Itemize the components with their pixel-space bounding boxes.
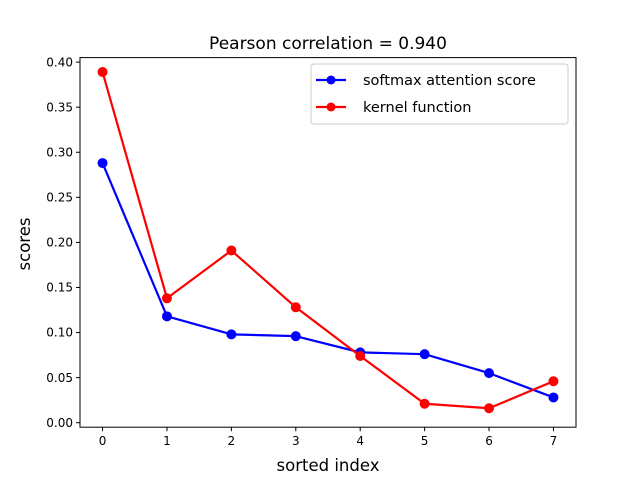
y-axis-title: scores [15, 218, 34, 271]
plot-area [97, 67, 559, 414]
x-tick-label: 1 [163, 434, 171, 448]
x-tick-label: 5 [421, 434, 429, 448]
data-point-softmax-attention-score-5 [419, 349, 430, 360]
data-point-kernel-function-6 [484, 403, 495, 414]
data-point-softmax-attention-score-1 [161, 311, 172, 322]
series-line-kernel-function [101, 70, 555, 410]
data-point-kernel-function-7 [548, 376, 559, 387]
x-tick-label: 0 [99, 434, 107, 448]
y-tick-label: 0.30 [46, 145, 73, 159]
data-point-softmax-attention-score-7 [548, 392, 559, 403]
y-tick-label: 0.20 [46, 236, 73, 250]
data-point-kernel-function-4 [355, 350, 366, 361]
y-tick-label: 0.00 [46, 416, 73, 430]
data-point-kernel-function-1 [161, 293, 172, 304]
y-tick-label: 0.05 [46, 371, 73, 385]
data-point-kernel-function-5 [419, 398, 430, 409]
x-axis-ticks: 0 1 2 3 4 5 6 7 [99, 427, 558, 448]
legend-dot-kernel-function [326, 102, 336, 112]
y-tick-label: 0.40 [46, 55, 73, 69]
x-tick-label: 3 [292, 434, 300, 448]
legend-dot-softmax-attention-score [326, 75, 336, 85]
data-point-kernel-function-2 [226, 245, 237, 256]
y-tick-label: 0.15 [46, 281, 73, 295]
series-line-softmax-attention-score [101, 161, 555, 399]
x-axis-title: sorted index [277, 456, 380, 475]
data-point-softmax-attention-score-3 [290, 331, 301, 342]
y-axis-ticks: 0.00 0.05 0.10 0.15 0.20 0.25 0.30 0.35 0.40 [46, 55, 80, 430]
data-point-softmax-attention-score-0 [97, 158, 108, 169]
y-tick-label: 0.25 [46, 191, 73, 205]
legend: softmax attention score kernel function [310, 63, 569, 125]
data-point-softmax-attention-score-2 [226, 329, 237, 340]
legend-box [310, 63, 569, 125]
x-tick-label: 2 [228, 434, 236, 448]
y-tick-label: 0.10 [46, 326, 73, 340]
data-point-kernel-function-3 [290, 302, 301, 313]
chart-title: Pearson correlation = 0.940 [209, 34, 447, 54]
legend-label-softmax-attention-score: softmax attention score [363, 73, 536, 89]
data-point-kernel-function-0 [97, 67, 108, 78]
legend-label-kernel-function: kernel function [363, 100, 472, 116]
x-tick-label: 7 [550, 434, 558, 448]
y-tick-label: 0.35 [46, 100, 73, 114]
data-point-softmax-attention-score-6 [484, 368, 495, 379]
x-tick-label: 6 [485, 434, 493, 448]
x-tick-label: 4 [356, 434, 364, 448]
